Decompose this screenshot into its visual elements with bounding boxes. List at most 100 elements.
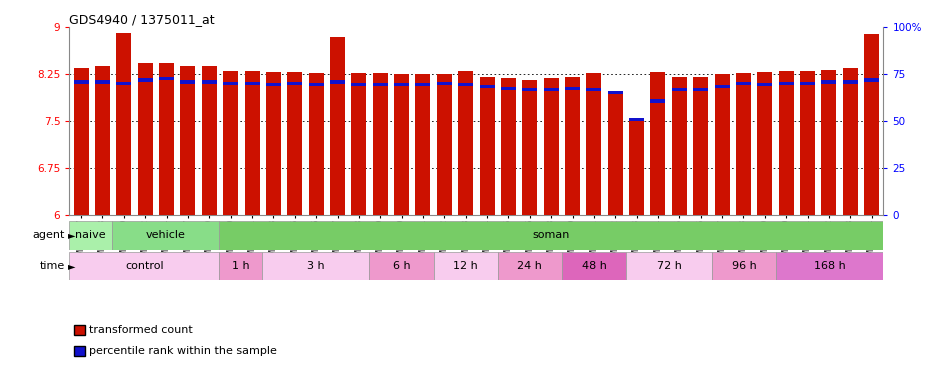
Bar (843, 68, 857, 215)
Bar (74, 68, 89, 215)
Bar (479, 77, 495, 215)
Bar (369, 252, 434, 280)
Text: time: time (40, 261, 65, 271)
Bar (95, 66, 110, 215)
Text: ►: ► (68, 230, 76, 240)
Bar (693, 88, 709, 91)
Bar (74, 80, 89, 84)
Bar (672, 88, 687, 91)
Bar (565, 77, 580, 215)
Text: 12 h: 12 h (453, 261, 478, 271)
Bar (265, 72, 281, 215)
Bar (202, 66, 216, 215)
Bar (288, 82, 302, 85)
Bar (219, 221, 883, 250)
Bar (650, 72, 665, 215)
Bar (779, 82, 794, 85)
Bar (117, 33, 131, 215)
Bar (265, 83, 281, 86)
Bar (69, 252, 219, 280)
Bar (180, 66, 195, 215)
Text: 96 h: 96 h (732, 261, 757, 271)
Bar (626, 252, 712, 280)
Bar (864, 78, 879, 82)
Bar (650, 99, 665, 103)
Bar (330, 80, 345, 84)
Bar (523, 88, 537, 91)
Text: 1 h: 1 h (232, 261, 250, 271)
Bar (415, 83, 430, 86)
Bar (501, 78, 516, 215)
Bar (544, 78, 559, 215)
Bar (565, 87, 580, 90)
Bar (562, 252, 626, 280)
Text: GDS4940 / 1375011_at: GDS4940 / 1375011_at (69, 13, 215, 26)
Bar (244, 71, 260, 215)
Bar (352, 73, 366, 215)
Text: agent: agent (32, 230, 65, 240)
Bar (330, 37, 345, 215)
Bar (458, 83, 474, 86)
Bar (394, 83, 409, 86)
Bar (244, 82, 260, 85)
Bar (736, 82, 751, 85)
Bar (69, 221, 112, 250)
Bar (715, 85, 730, 88)
Bar (779, 71, 794, 215)
Bar (479, 85, 495, 88)
Bar (864, 35, 879, 215)
Bar (138, 63, 153, 215)
Text: transformed count: transformed count (89, 325, 192, 335)
Bar (202, 80, 216, 84)
Bar (373, 83, 388, 86)
Text: 24 h: 24 h (517, 261, 542, 271)
Bar (288, 72, 302, 215)
Bar (437, 74, 451, 215)
Bar (586, 88, 601, 91)
Bar (776, 252, 883, 280)
Bar (159, 76, 174, 80)
Bar (736, 73, 751, 215)
Bar (586, 73, 601, 215)
Text: percentile rank within the sample: percentile rank within the sample (89, 346, 277, 356)
Bar (117, 82, 131, 85)
Bar (434, 252, 498, 280)
Text: 168 h: 168 h (814, 261, 845, 271)
Text: 48 h: 48 h (582, 261, 607, 271)
Bar (629, 120, 644, 215)
Text: 3 h: 3 h (307, 261, 325, 271)
Bar (608, 91, 623, 215)
Bar (715, 74, 730, 215)
Text: naive: naive (76, 230, 106, 240)
Bar (800, 82, 815, 85)
Bar (672, 77, 687, 215)
Bar (608, 91, 623, 94)
Bar (223, 71, 238, 215)
Text: soman: soman (533, 230, 570, 240)
Bar (223, 82, 238, 85)
Bar (498, 252, 562, 280)
Bar (352, 83, 366, 86)
Bar (821, 70, 836, 215)
Bar (758, 72, 772, 215)
Bar (219, 252, 262, 280)
Bar (95, 80, 110, 84)
Bar (712, 252, 776, 280)
Bar (138, 78, 153, 82)
Text: 72 h: 72 h (657, 261, 682, 271)
Bar (309, 83, 324, 86)
Bar (159, 63, 174, 215)
Bar (262, 252, 369, 280)
Bar (394, 74, 409, 215)
Bar (458, 71, 474, 215)
Bar (437, 82, 451, 85)
Text: 6 h: 6 h (392, 261, 410, 271)
Bar (800, 71, 815, 215)
Bar (415, 74, 430, 215)
Bar (523, 80, 537, 215)
Text: vehicle: vehicle (146, 230, 186, 240)
Bar (501, 87, 516, 90)
Text: control: control (125, 261, 164, 271)
Bar (758, 83, 772, 86)
Bar (821, 80, 836, 84)
